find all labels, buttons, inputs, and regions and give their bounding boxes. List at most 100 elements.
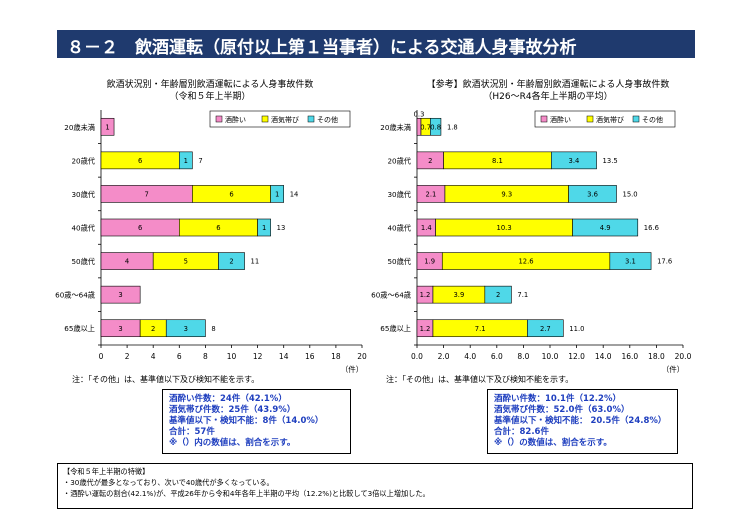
left-summary-line: 酒気帯び件数：25件（43.9%）: [169, 405, 296, 415]
left-x-tick-label: 20: [357, 352, 367, 361]
right-legend-swatch: [586, 115, 594, 123]
right-total-label: 16.6: [644, 224, 659, 232]
left-x-tick-label: 14: [279, 352, 289, 361]
left-data-label: 2: [229, 258, 233, 266]
right-total-label: 11.0: [569, 325, 584, 333]
left-category-label: 60歳～64歳: [55, 291, 95, 300]
right-bar-segment: [609, 252, 652, 270]
right-total-label: 13.5: [603, 157, 618, 165]
left-bar-segment: [257, 218, 271, 237]
right-bar-segment: [527, 319, 564, 338]
right-data-label: 0.3: [414, 110, 425, 118]
left-total-label: 13: [277, 224, 286, 232]
left-total-label: 8: [211, 325, 215, 333]
left-note: 注：「その他」は、基準値以下及び検知不能を示す。: [72, 375, 260, 384]
left-summary-line: ※（）内の数値は、割合を示す。: [169, 438, 296, 448]
right-data-label: 3.1: [625, 258, 636, 266]
right-data-label: 8.1: [492, 157, 503, 165]
right-x-tick-label: 10.0: [542, 352, 559, 361]
left-bar-segment: [270, 185, 284, 203]
right-bar-segment: [484, 285, 512, 304]
right-data-label: 10.3: [497, 224, 512, 232]
right-data-label: 3.4: [569, 157, 580, 165]
left-legend-label: 酒気帯び: [271, 115, 299, 124]
left-category-label: 30歳代: [71, 190, 95, 199]
left-data-label: 3: [118, 325, 122, 333]
right-category-label: 50歳代: [387, 257, 411, 266]
right-total-label: 7.1: [517, 291, 528, 299]
left-total-label: 14: [290, 191, 299, 199]
left-data-label: 7: [145, 191, 149, 199]
left-legend-label: その他: [317, 115, 338, 124]
right-category-label: 20歳代: [387, 156, 411, 165]
left-category-label: 65歳以上: [64, 324, 95, 333]
left-data-label: 1: [275, 191, 279, 199]
left-legend-swatch: [261, 115, 269, 123]
left-total-label: 7: [198, 157, 202, 165]
right-data-label: 9.3: [501, 191, 512, 199]
right-legend-swatch: [632, 115, 640, 123]
right-summary-line: 合計：82.6件: [494, 427, 549, 437]
left-total-label: 11: [251, 258, 260, 266]
left-data-label: 6: [229, 191, 233, 199]
left-bar-segment: [100, 285, 141, 304]
right-bar-segment: [551, 151, 597, 170]
left-bar-segment: [165, 319, 206, 338]
left-summary-line: 合計：57件: [169, 427, 215, 437]
features-line: ・酒酔い運転の割合(42.1%)が、平成26年から令和4年各年上半期の平均（12…: [63, 489, 430, 498]
right-x-tick-label: 12.0: [568, 352, 585, 361]
left-data-label: 6: [138, 224, 142, 232]
right-x-tick-label: 2.0: [438, 352, 450, 361]
left-x-tick-label: 4: [151, 352, 156, 361]
right-x-tick-label: 0.0: [411, 352, 423, 361]
left-bar-segment: [100, 117, 115, 136]
right-data-label: 1.2: [420, 291, 431, 299]
right-data-label: 1.4: [421, 224, 432, 232]
right-chart-title: 【参考】飲酒状況別・年齢層別飲酒運転による人身事故件数: [426, 80, 670, 90]
left-legend-swatch: [307, 115, 315, 123]
left-category-label: 20歳代: [71, 156, 95, 165]
left-summary-line: 酒酔い件数：24件（42.1%）: [169, 394, 287, 404]
right-data-label: 2: [496, 291, 500, 299]
right-x-axis-label: （件）: [662, 364, 685, 374]
left-data-label: 1: [262, 224, 266, 232]
page-header: ８－２ 飲酒運転（原付以上第１当事者）による交通人身事故分析: [57, 30, 695, 58]
right-total-label: 1.8: [447, 123, 458, 131]
right-data-label: 4.9: [600, 224, 611, 232]
left-summary-line: 基準値以下・検知不能：8件（14.0%）: [169, 416, 324, 426]
left-bar-segment: [179, 151, 193, 170]
left-data-label: 3: [118, 291, 122, 299]
left-category-label: 50歳代: [71, 257, 95, 266]
right-bar-segment: [568, 185, 617, 203]
left-data-label: 1: [184, 157, 188, 165]
right-category-label: 30歳代: [387, 190, 411, 199]
right-x-tick-label: 18.0: [648, 352, 665, 361]
right-data-label: 2.1: [426, 191, 437, 199]
left-summary-box: 酒酔い件数：24件（42.1%） 酒気帯び件数：25件（43.9%） 基準値以下…: [162, 389, 351, 454]
right-x-tick-label: 20.0: [675, 352, 692, 361]
left-data-label: 2: [151, 325, 155, 333]
left-x-tick-label: 0: [99, 352, 104, 361]
right-legend-label: 酒酔い: [550, 115, 571, 124]
left-x-tick-label: 8: [203, 352, 208, 361]
left-category-label: 40歳代: [71, 224, 95, 233]
right-data-label: 2: [428, 157, 432, 165]
left-x-tick-label: 18: [331, 352, 341, 361]
left-x-tick-label: 2: [125, 352, 130, 361]
right-bar-segment: [572, 218, 639, 237]
features-line: ・30歳代が最多となっており、次いで40歳代が多くなっている。: [63, 478, 274, 487]
left-x-tick-label: 16: [305, 352, 315, 361]
right-data-label: 0.8: [430, 123, 441, 131]
left-data-label: 6: [138, 157, 142, 165]
left-x-tick-label: 10: [227, 352, 237, 361]
features-box: 【令和５年上半期の特徴】 ・30歳代が最多となっており、次いで40歳代が多くなっ…: [57, 463, 693, 509]
right-data-label: 7.1: [475, 325, 486, 333]
right-category-label: 60歳～64歳: [371, 291, 411, 300]
right-legend-label: その他: [642, 115, 663, 124]
left-x-axis-label: （件）: [341, 364, 364, 374]
right-legend-swatch: [540, 115, 548, 123]
right-total-label: 17.6: [657, 258, 672, 266]
left-legend: [209, 110, 351, 128]
left-bar-segment: [218, 252, 245, 270]
